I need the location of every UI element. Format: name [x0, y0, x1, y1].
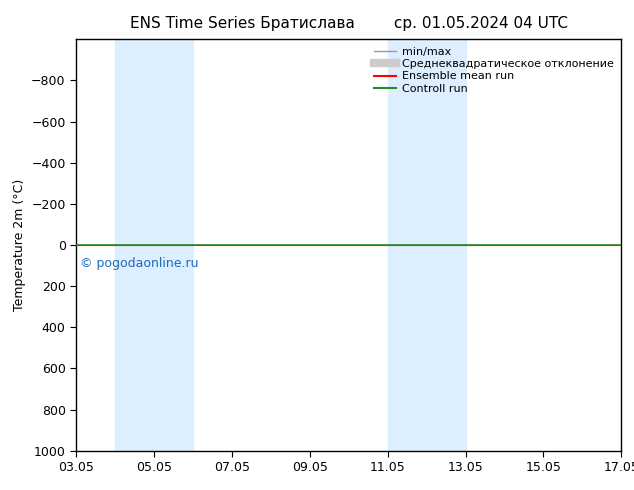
Legend: min/max, Среднеквадратическое отклонение, Ensemble mean run, Controll run: min/max, Среднеквадратическое отклонение… [372, 45, 616, 96]
Text: © pogodaonline.ru: © pogodaonline.ru [80, 257, 198, 270]
Bar [115, 39, 193, 451]
Bar [387, 39, 465, 451]
Y-axis label: Temperature 2m (°C): Temperature 2m (°C) [13, 179, 25, 311]
Title: ENS Time Series Братислава        ср. 01.05.2024 04 UTC: ENS Time Series Братислава ср. 01.05.202… [130, 16, 567, 31]
